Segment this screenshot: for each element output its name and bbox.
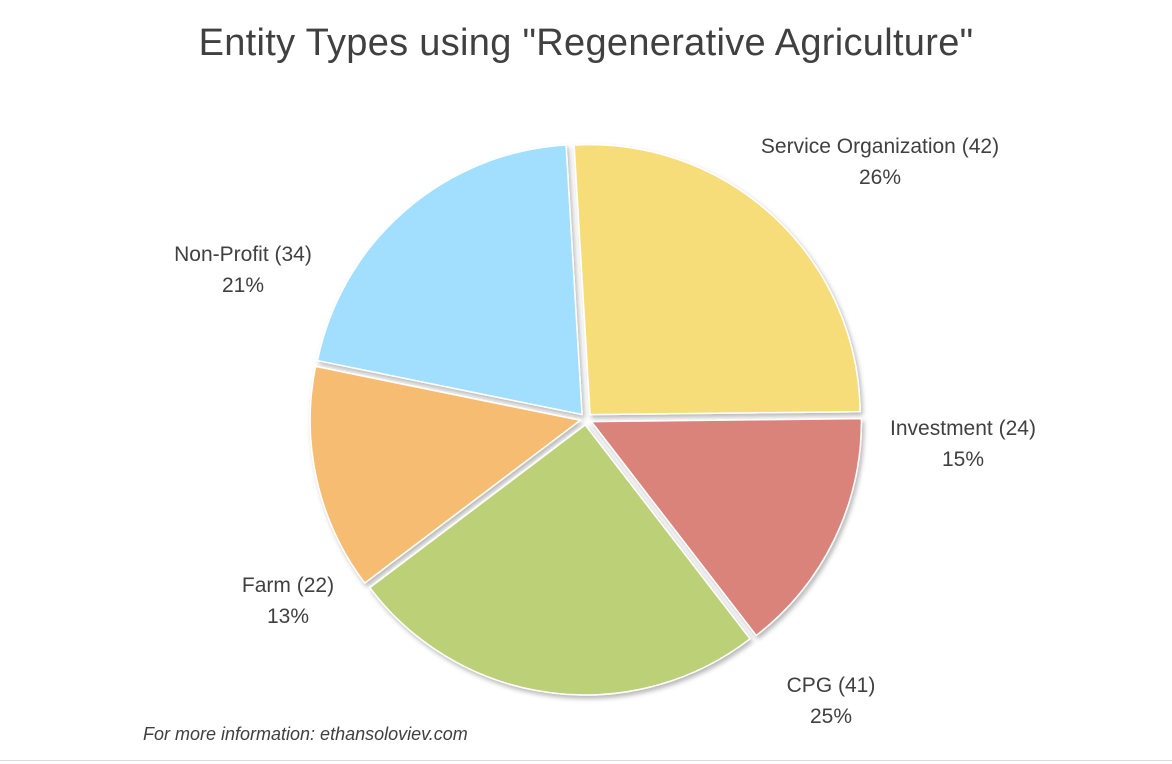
slice-label-investment: Investment (24) 15% <box>890 413 1036 475</box>
slice-count-text: (24) <box>998 417 1036 440</box>
slice-category-text: Service Organization <box>760 135 956 158</box>
slice-percent-text: 21% <box>221 274 265 297</box>
slice-percent-text: 13% <box>266 605 310 628</box>
slice-label-name: CPG (41) <box>787 670 876 701</box>
slice-label-service-organization: Service Organization (42) 26% <box>761 131 999 193</box>
chart-title: Entity Types using "Regenerative Agricul… <box>198 22 974 64</box>
slice-count-text: (42) <box>961 135 1000 158</box>
slice-percent-text: 15% <box>941 448 985 471</box>
slice-percent-text: 25% <box>809 705 853 728</box>
pie-slice-investment <box>589 417 863 637</box>
slice-label-farm: Farm (22) 13% <box>242 570 334 632</box>
slice-category-text: Farm <box>241 574 291 597</box>
slice-category-text: Investment <box>890 417 993 440</box>
slice-label-name: Service Organization (42) <box>761 131 999 162</box>
slice-category-text: CPG <box>786 674 833 697</box>
pie-slice-cpg <box>368 423 752 696</box>
slice-label-cpg: CPG (41) 25% <box>787 670 876 732</box>
slice-label-name: Non-Profit (34) <box>174 239 312 270</box>
slice-label-non-profit: Non-Profit (34) 21% <box>174 239 312 301</box>
slice-count-text: (22) <box>296 574 335 597</box>
slice-label-name: Investment (24) <box>890 413 1036 444</box>
slice-category-text: Non-Profit <box>174 243 269 266</box>
bottom-divider <box>0 760 1172 761</box>
pie-slice-non-profit <box>316 144 583 416</box>
slice-label-name: Farm (22) <box>242 570 334 601</box>
pie-slice-service-organization <box>573 143 861 416</box>
slice-count-text: (41) <box>838 674 876 697</box>
slice-count-text: (34) <box>274 243 312 266</box>
pie-slice-farm <box>309 365 582 585</box>
footnote: For more information: ethansoloviev.com <box>143 724 468 744</box>
slice-percent-text: 26% <box>858 166 902 189</box>
